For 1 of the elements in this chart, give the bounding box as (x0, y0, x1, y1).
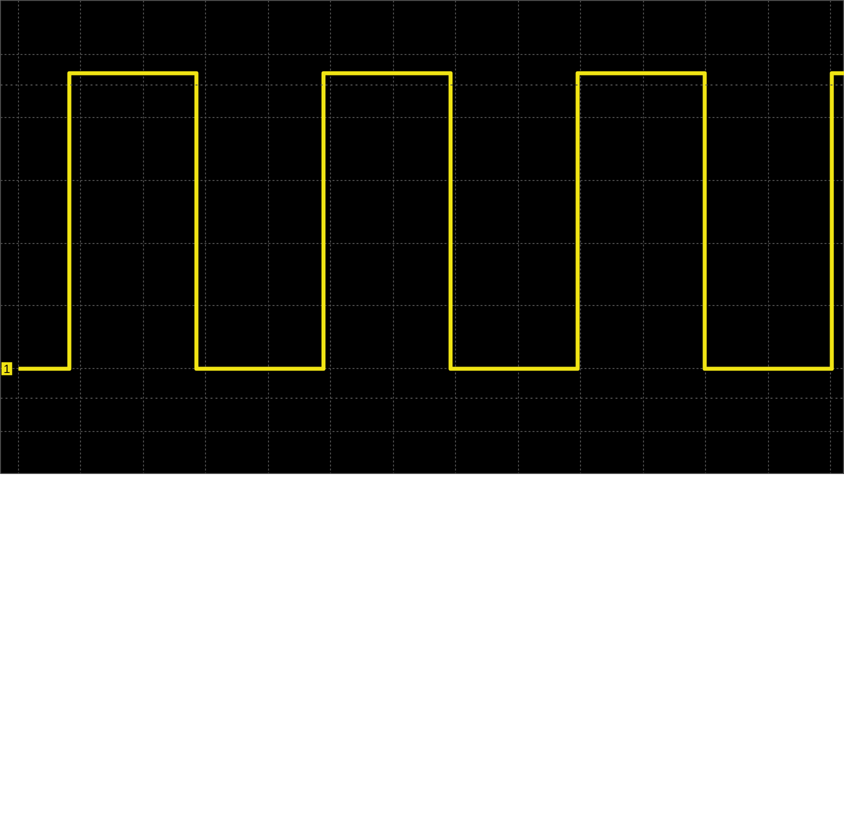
annotation: 1 (4, 362, 10, 376)
